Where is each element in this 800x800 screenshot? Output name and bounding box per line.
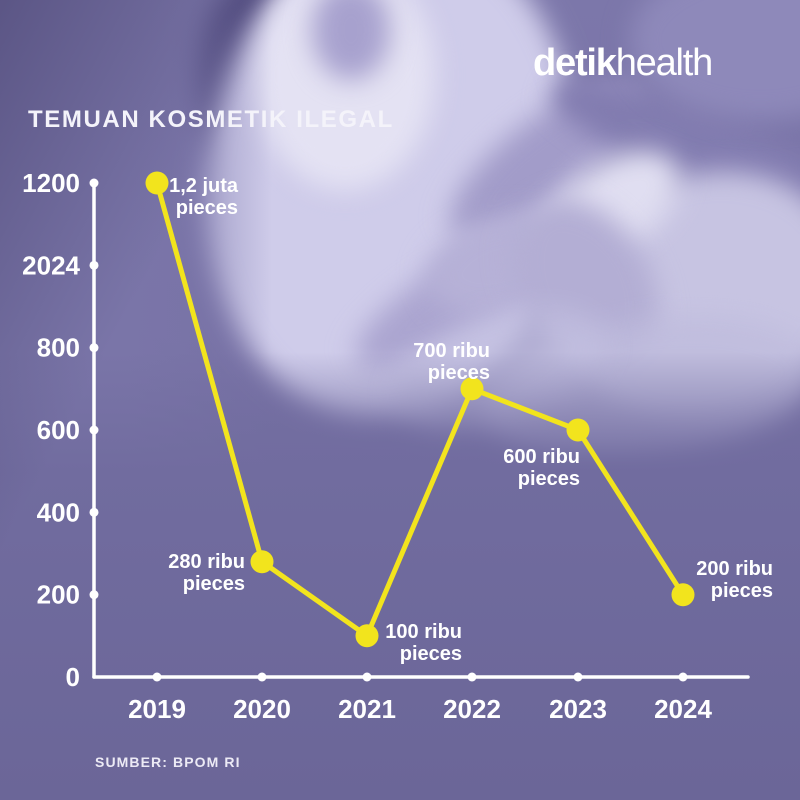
y-tick-label: 600: [37, 415, 80, 445]
data-line: [154, 180, 686, 639]
data-point-label: 600 ribu pieces: [503, 446, 580, 490]
data-point: [460, 377, 484, 401]
x-tick-dot: [467, 672, 477, 682]
y-tick-dot: [89, 178, 99, 188]
data-point-label: 200 ribu pieces: [696, 558, 773, 602]
y-tick-label: 800: [37, 333, 80, 363]
y-tick-dot: [89, 260, 99, 270]
y-tick-dot: [89, 425, 99, 435]
page-title: TEMUAN KOSMETIK ILEGAL: [28, 106, 394, 133]
data-point: [566, 418, 590, 442]
y-tick-label: 1200: [22, 168, 80, 198]
x-tick-label: 2023: [549, 694, 607, 724]
x-tick-label: 2022: [443, 694, 501, 724]
y-tick-dot: [89, 590, 99, 600]
x-tick-dot: [257, 672, 267, 682]
y-tick-label: 0: [66, 662, 80, 692]
x-tick-dot: [573, 672, 583, 682]
x-tick-dot: [362, 672, 372, 682]
x-tick-label: 2021: [338, 694, 396, 724]
data-point-label: 280 ribu pieces: [168, 551, 245, 595]
data-point-label: 700 ribu pieces: [413, 340, 490, 384]
y-tick-label: 200: [37, 580, 80, 610]
brand-logo-light: health: [615, 42, 714, 84]
data-point: [250, 550, 274, 574]
y-tick-label: 2024: [22, 250, 80, 280]
brand-logo: detikhealth: [533, 42, 714, 84]
data-point-label: 100 ribu pieces: [385, 621, 462, 665]
x-tick-label: 2019: [128, 694, 186, 724]
y-tick-label: 400: [37, 497, 80, 527]
y-tick-dot: [89, 507, 99, 517]
source-credit: SUMBER: BPOM RI: [95, 754, 241, 770]
brand-logo-bold: detik: [533, 42, 617, 84]
data-point-label: 1,2 juta pieces: [169, 175, 239, 219]
data-point: [145, 171, 169, 195]
data-point: [355, 624, 379, 648]
x-tick-dot: [152, 672, 162, 682]
x-tick-label: 2020: [233, 694, 291, 724]
data-point: [671, 583, 695, 607]
x-tick-label: 2024: [654, 694, 712, 724]
x-tick-dot: [678, 672, 688, 682]
y-tick-dot: [89, 343, 99, 353]
